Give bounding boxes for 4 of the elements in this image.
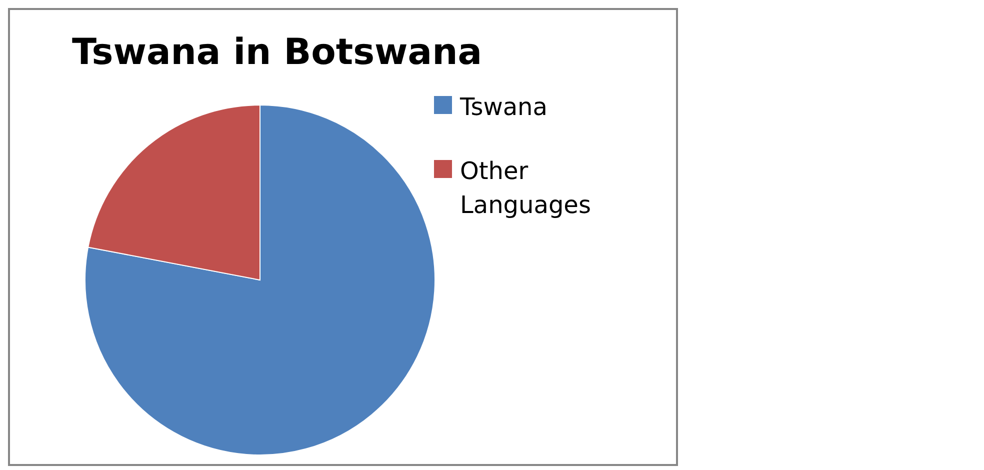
legend-label: Other Languages — [460, 156, 592, 221]
pie-slice — [84, 104, 436, 456]
chart-title: Tswana in Botswana — [71, 31, 483, 75]
legend-label: Tswana — [460, 92, 548, 123]
